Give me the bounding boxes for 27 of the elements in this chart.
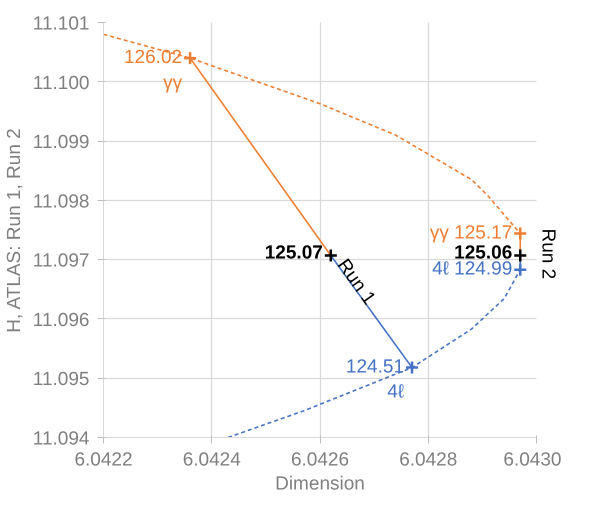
annotation: 4ℓ 124.99 xyxy=(432,258,512,280)
y-tick-label: 11.099 xyxy=(32,132,90,154)
x-axis-title: Dimension xyxy=(275,474,365,494)
point xyxy=(182,50,198,66)
x-tick-label: 6.0428 xyxy=(399,450,458,470)
y-tick-label: 11.097 xyxy=(32,250,90,272)
y-axis-title: H, ATLAS: Run 1, Run 2 xyxy=(4,128,25,333)
point xyxy=(513,226,528,241)
point xyxy=(404,360,420,375)
point xyxy=(324,248,338,263)
x-tick-label: 6.0426 xyxy=(290,450,350,470)
point xyxy=(513,248,528,263)
y-tick-label: 11.098 xyxy=(32,191,90,212)
text: Run 2 xyxy=(538,228,558,280)
x-tick-label: 6.0422 xyxy=(74,450,133,470)
annotation: 126.02 γγ xyxy=(124,47,183,94)
x-tick-label: 6.0430 xyxy=(503,450,562,470)
y-tick-label: 11.094 xyxy=(32,428,90,450)
y-tick-label: 11.095 xyxy=(32,369,90,390)
x-tick-label: 6.0424 xyxy=(182,450,242,470)
y-tick-label: 11.096 xyxy=(32,310,90,331)
y-tick-label: 11.100 xyxy=(32,72,90,94)
point xyxy=(513,262,528,277)
annotation: 125.07 xyxy=(264,242,323,264)
annotation: 124.51 4ℓ xyxy=(346,356,404,403)
y-tick-label: 11.101 xyxy=(32,14,90,34)
annotation: γγ 125.17 xyxy=(430,222,512,244)
